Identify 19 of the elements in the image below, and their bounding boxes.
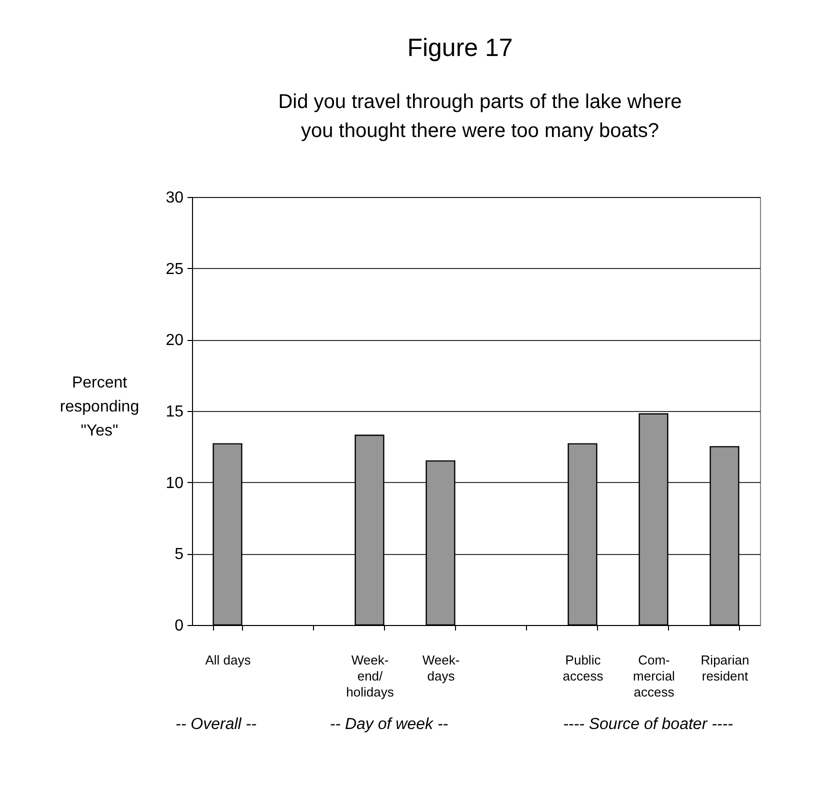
y-tick-label: 0 [174, 618, 184, 634]
y-tick-label: 15 [166, 404, 184, 420]
x-tick-label: All days [205, 652, 252, 668]
y-tick-label: 5 [174, 546, 184, 564]
y-tick-label: 10 [166, 474, 184, 492]
text: -- Overall -- [176, 716, 256, 734]
text: -- Day of week -- [330, 716, 448, 734]
x-tick-label: Week- days [422, 652, 460, 684]
x-tick-label: Public access [562, 652, 604, 684]
x-tick-label: Com- mercial access [633, 652, 676, 700]
y-tick-label: 20 [166, 332, 184, 350]
y-tick-label: 25 [166, 260, 184, 278]
x-tick-label: Riparian resident [700, 652, 750, 684]
x-tick-label: Week- end/ holidays [346, 652, 394, 700]
y-tick-label: 30 [166, 190, 184, 206]
text: ---- Source of boater ---- [563, 716, 733, 734]
chart-subtitle: Did you travel through parts of the lake where you thought there were too many boats? [277, 90, 683, 144]
chart-title: Figure 17 [406, 34, 514, 63]
y-axis-title: Percent responding "Yes" [60, 374, 140, 440]
